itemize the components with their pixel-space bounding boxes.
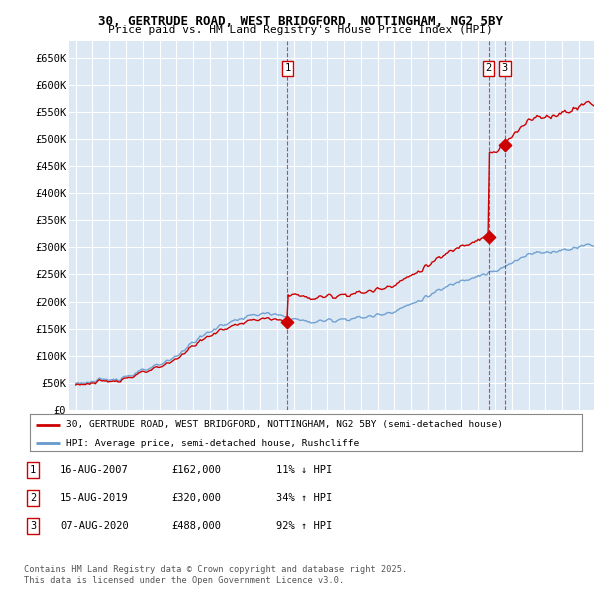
Text: 3: 3 bbox=[30, 522, 36, 531]
Text: 34% ↑ HPI: 34% ↑ HPI bbox=[276, 493, 332, 503]
Text: Contains HM Land Registry data © Crown copyright and database right 2025.
This d: Contains HM Land Registry data © Crown c… bbox=[24, 565, 407, 585]
Text: 07-AUG-2020: 07-AUG-2020 bbox=[60, 522, 129, 531]
Text: 3: 3 bbox=[502, 63, 508, 73]
Text: 2: 2 bbox=[485, 63, 492, 73]
Text: Price paid vs. HM Land Registry's House Price Index (HPI): Price paid vs. HM Land Registry's House … bbox=[107, 25, 493, 35]
Text: 11% ↓ HPI: 11% ↓ HPI bbox=[276, 466, 332, 475]
Text: 92% ↑ HPI: 92% ↑ HPI bbox=[276, 522, 332, 531]
Text: £320,000: £320,000 bbox=[171, 493, 221, 503]
Text: 30, GERTRUDE ROAD, WEST BRIDGFORD, NOTTINGHAM, NG2 5BY (semi-detached house): 30, GERTRUDE ROAD, WEST BRIDGFORD, NOTTI… bbox=[66, 420, 503, 429]
Point bbox=[283, 317, 292, 327]
Text: 1: 1 bbox=[284, 63, 290, 73]
Text: 2: 2 bbox=[30, 493, 36, 503]
Text: 15-AUG-2019: 15-AUG-2019 bbox=[60, 493, 129, 503]
Text: HPI: Average price, semi-detached house, Rushcliffe: HPI: Average price, semi-detached house,… bbox=[66, 439, 359, 448]
Text: 30, GERTRUDE ROAD, WEST BRIDGFORD, NOTTINGHAM, NG2 5BY: 30, GERTRUDE ROAD, WEST BRIDGFORD, NOTTI… bbox=[97, 15, 503, 28]
Point bbox=[500, 140, 509, 150]
Text: 16-AUG-2007: 16-AUG-2007 bbox=[60, 466, 129, 475]
Text: £488,000: £488,000 bbox=[171, 522, 221, 531]
Point bbox=[484, 232, 494, 241]
Text: £162,000: £162,000 bbox=[171, 466, 221, 475]
Text: 1: 1 bbox=[30, 466, 36, 475]
